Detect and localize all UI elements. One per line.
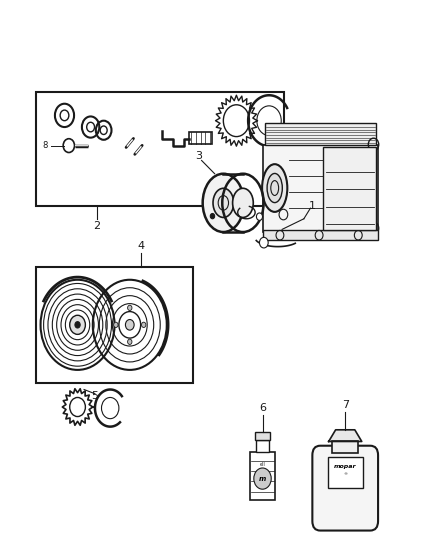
Bar (262, 144, 378, 232)
Text: 4: 4 (137, 241, 144, 252)
Text: 5: 5 (92, 391, 99, 401)
Bar (323, 147, 376, 230)
FancyBboxPatch shape (312, 446, 378, 530)
Bar (254, 432, 270, 440)
Text: ell: ell (260, 462, 265, 467)
Ellipse shape (213, 188, 234, 217)
Bar (251, 452, 275, 500)
Text: 1: 1 (309, 200, 316, 211)
Circle shape (114, 322, 118, 327)
Circle shape (210, 214, 215, 219)
Ellipse shape (262, 164, 287, 212)
Text: 3: 3 (195, 151, 202, 161)
Polygon shape (328, 430, 362, 441)
Bar (36, 266, 193, 383)
Text: 8: 8 (42, 141, 48, 150)
Circle shape (127, 305, 132, 311)
Text: mopar: mopar (334, 464, 357, 470)
Bar (256, 440, 268, 452)
Text: 7: 7 (342, 400, 349, 410)
Text: 2: 2 (94, 221, 101, 231)
Bar (332, 441, 358, 453)
Bar (328, 457, 363, 488)
Ellipse shape (233, 188, 253, 217)
Ellipse shape (267, 173, 283, 203)
Bar (188, 132, 212, 144)
Text: 6: 6 (259, 403, 266, 413)
Circle shape (127, 339, 132, 344)
Ellipse shape (203, 174, 244, 232)
Text: m: m (259, 475, 266, 482)
Circle shape (259, 237, 268, 248)
Bar (36, 92, 284, 206)
Text: ®: ® (343, 472, 347, 477)
Circle shape (256, 213, 262, 220)
Circle shape (254, 468, 271, 489)
Circle shape (75, 321, 80, 328)
Circle shape (141, 322, 146, 327)
Circle shape (70, 316, 85, 334)
Bar (265, 123, 376, 144)
Circle shape (125, 319, 134, 330)
Bar (262, 230, 378, 240)
